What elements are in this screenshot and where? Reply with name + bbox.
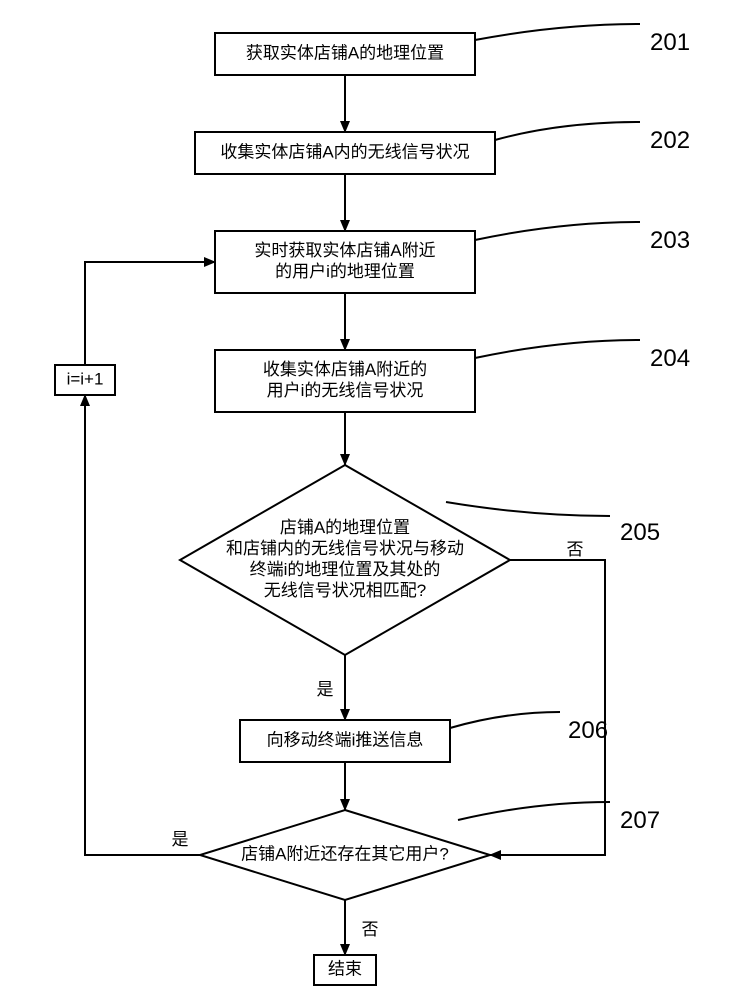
svg-text:是: 是 — [317, 680, 334, 699]
callout-203: 203 — [475, 222, 690, 254]
svg-text:201: 201 — [650, 29, 690, 56]
callout-205: 205 — [446, 502, 660, 546]
svg-text:204: 204 — [650, 345, 690, 372]
node-n203: 实时获取实体店铺A附近的用户i的地理位置 — [215, 231, 475, 293]
svg-text:无线信号状况相匹配?: 无线信号状况相匹配? — [264, 581, 426, 600]
node-nInc: i=i+1 — [55, 365, 115, 395]
node-nEnd: 结束 — [314, 955, 376, 985]
svg-text:206: 206 — [568, 717, 608, 744]
node-n206: 向移动终端i推送信息 — [240, 720, 450, 762]
node-d207: 店铺A附近还存在其它用户? — [200, 810, 490, 900]
svg-text:i=i+1: i=i+1 — [67, 369, 104, 388]
svg-text:结束: 结束 — [328, 959, 362, 978]
svg-text:店铺A附近还存在其它用户?: 店铺A附近还存在其它用户? — [241, 844, 449, 863]
callout-201: 201 — [475, 24, 690, 56]
svg-text:207: 207 — [620, 807, 660, 834]
callout-204: 204 — [475, 340, 690, 372]
callout-206: 206 — [450, 712, 608, 744]
svg-text:的用户i的地理位置: 的用户i的地理位置 — [275, 262, 415, 281]
svg-text:否: 否 — [362, 920, 379, 939]
svg-text:和店铺内的无线信号状况与移动: 和店铺内的无线信号状况与移动 — [226, 539, 464, 558]
svg-text:实时获取实体店铺A附近: 实时获取实体店铺A附近 — [254, 241, 435, 260]
svg-text:是: 是 — [172, 830, 189, 849]
svg-text:终端i的地理位置及其处的: 终端i的地理位置及其处的 — [250, 560, 441, 579]
svg-text:获取实体店铺A的地理位置: 获取实体店铺A的地理位置 — [246, 43, 444, 62]
node-n201: 获取实体店铺A的地理位置 — [215, 33, 475, 75]
callout-207: 207 — [458, 802, 660, 834]
flowchart-canvas: 是否否是 获取实体店铺A的地理位置收集实体店铺A内的无线信号状况实时获取实体店铺… — [0, 0, 737, 1000]
svg-text:205: 205 — [620, 519, 660, 546]
svg-text:203: 203 — [650, 227, 690, 254]
edge-d205-n206: 是 — [317, 655, 346, 720]
svg-text:向移动终端i推送信息: 向移动终端i推送信息 — [267, 730, 424, 749]
svg-text:用户i的无线信号状况: 用户i的无线信号状况 — [267, 381, 424, 400]
edge-d207-nEnd: 否 — [345, 900, 379, 955]
svg-text:收集实体店铺A内的无线信号状况: 收集实体店铺A内的无线信号状况 — [220, 142, 469, 161]
node-n204: 收集实体店铺A附近的用户i的无线信号状况 — [215, 350, 475, 412]
node-d205: 店铺A的地理位置和店铺内的无线信号状况与移动终端i的地理位置及其处的无线信号状况… — [180, 465, 510, 655]
callout-202: 202 — [495, 122, 690, 154]
svg-text:否: 否 — [567, 540, 584, 559]
edge-nInc-n203 — [85, 262, 215, 365]
edge-d205-d207: 否 — [490, 540, 605, 855]
node-n202: 收集实体店铺A内的无线信号状况 — [195, 132, 495, 174]
svg-text:店铺A的地理位置: 店铺A的地理位置 — [280, 518, 410, 537]
svg-text:收集实体店铺A附近的: 收集实体店铺A附近的 — [263, 360, 427, 379]
edge-d207-nInc: 是 — [85, 395, 200, 855]
svg-text:202: 202 — [650, 127, 690, 154]
